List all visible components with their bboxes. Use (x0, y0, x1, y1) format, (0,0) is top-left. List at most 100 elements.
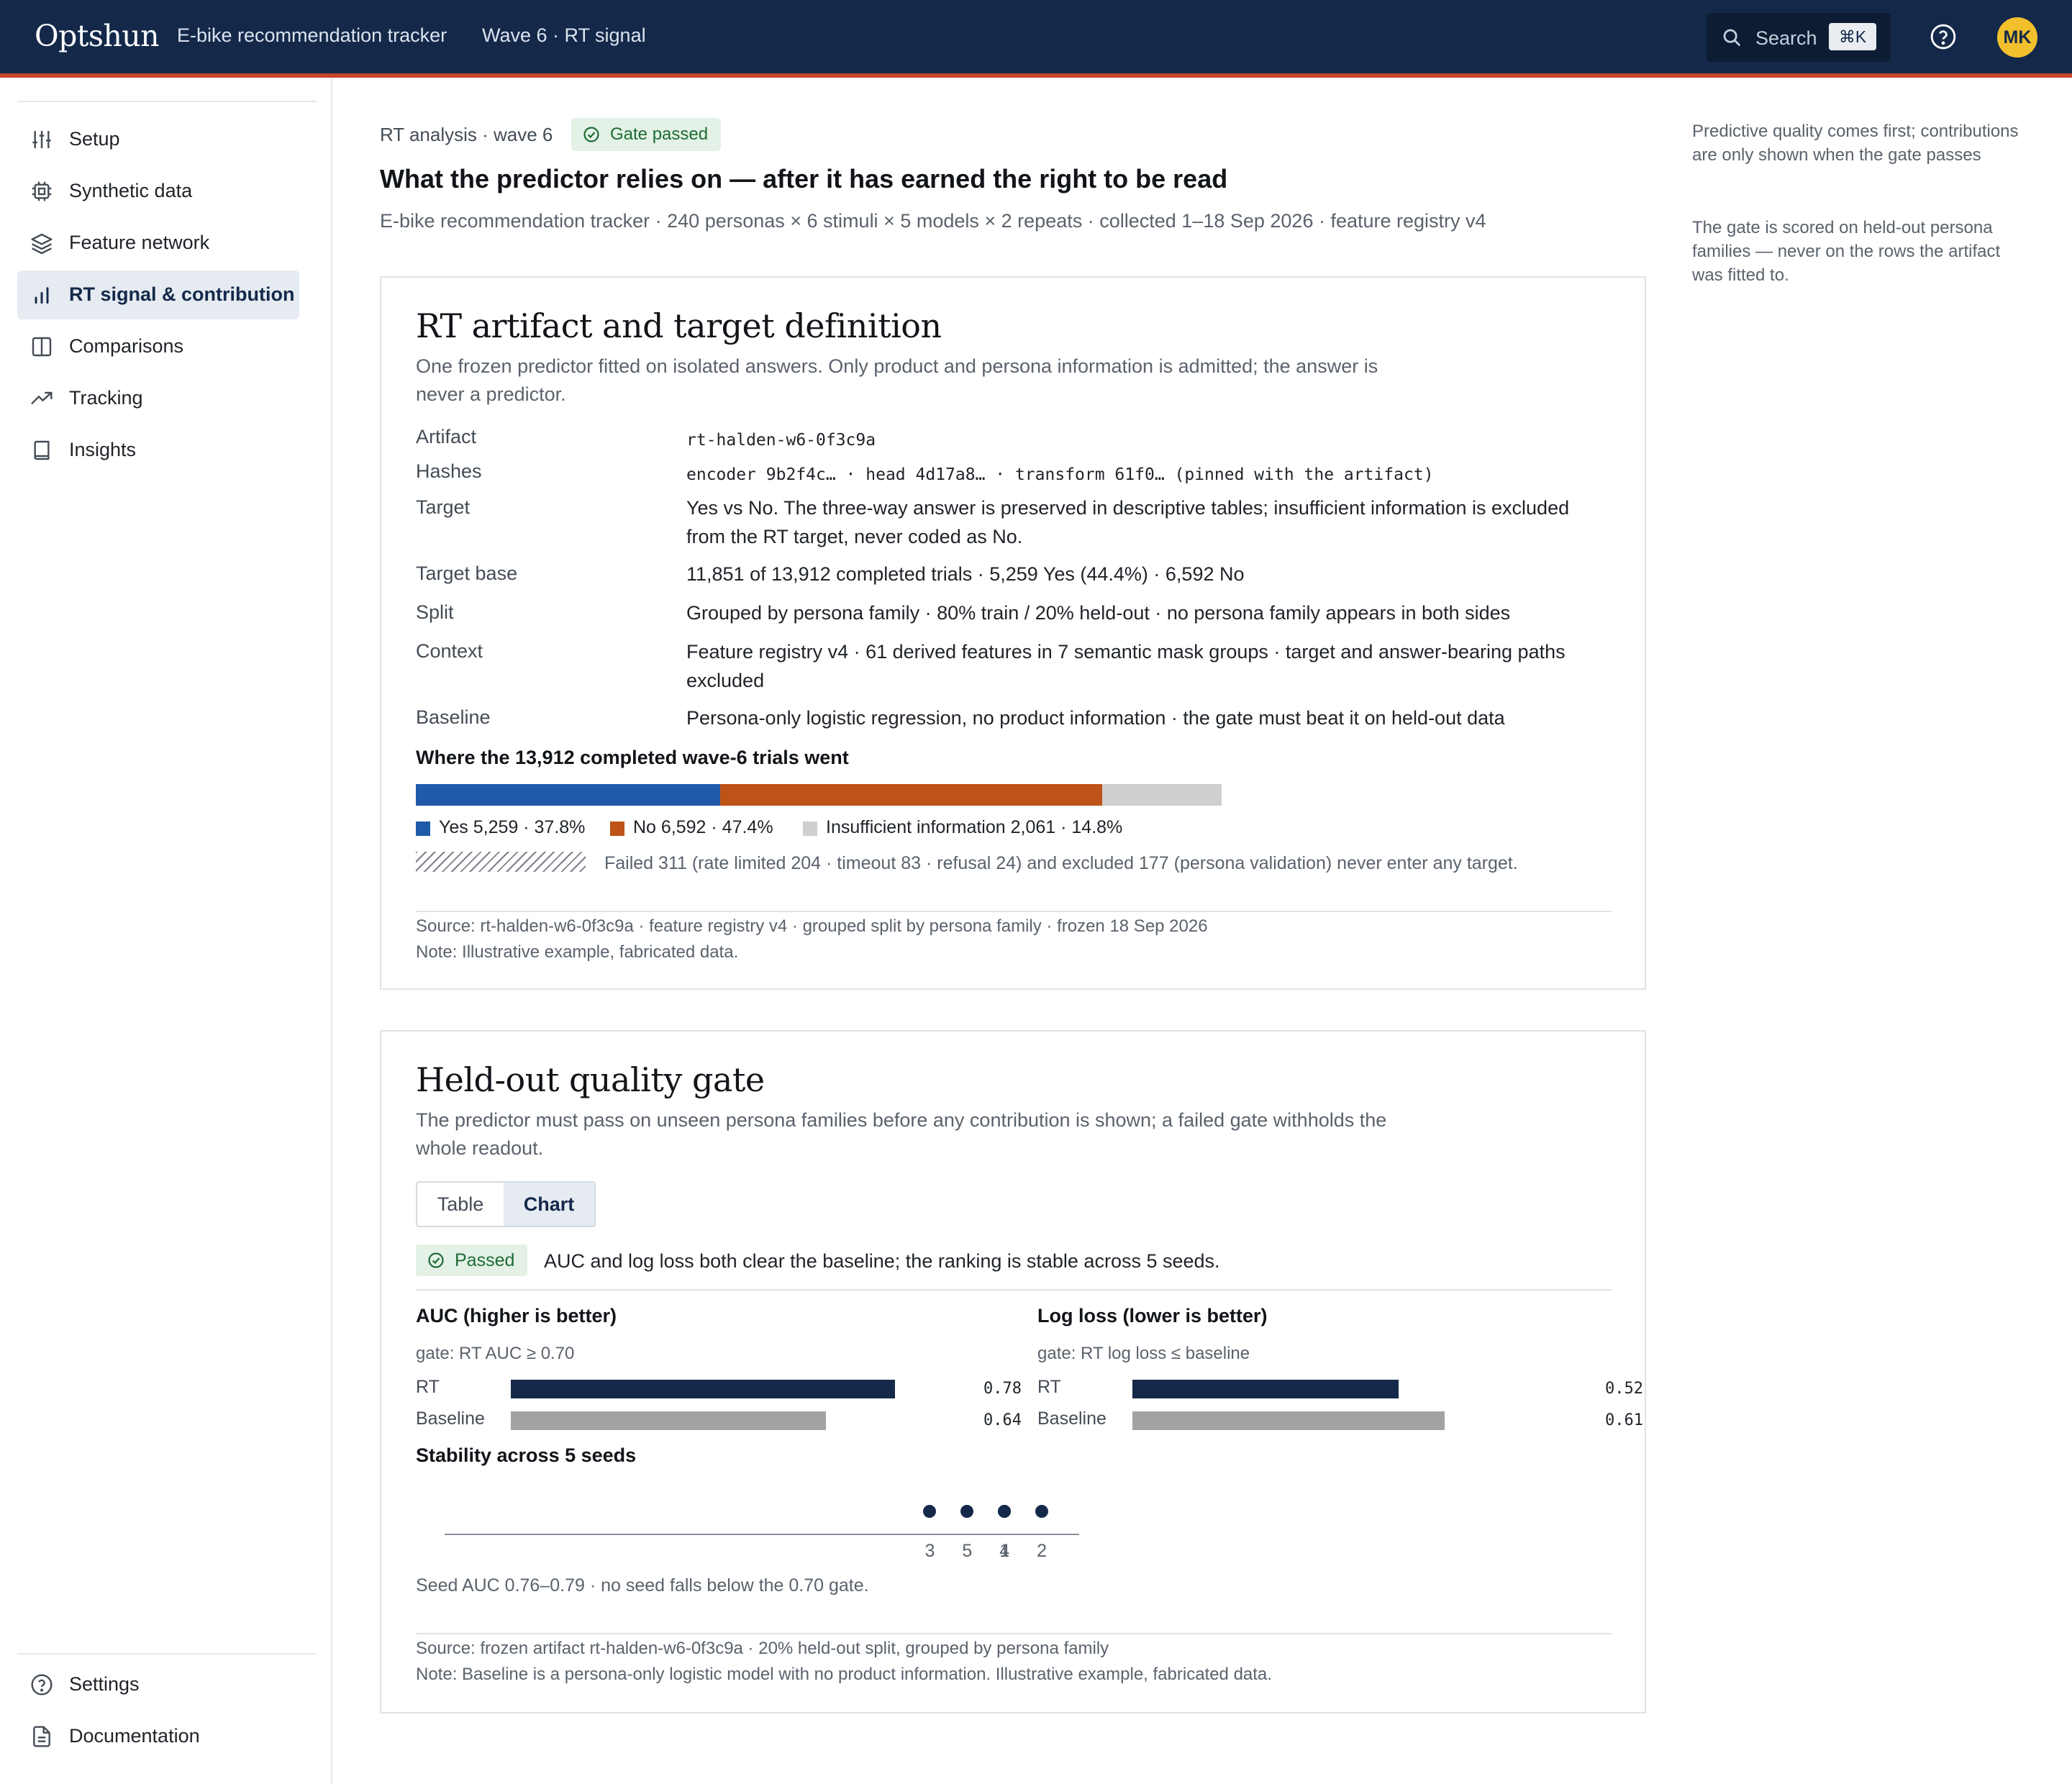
layers-icon (31, 233, 53, 255)
card-source: Source: rt-halden-w6-0f3c9a · feature re… (416, 916, 1208, 936)
check-circle-icon (428, 1252, 444, 1268)
status-badge: Passed (416, 1244, 528, 1276)
tab-chart[interactable]: Chart (504, 1183, 594, 1226)
sidebar-item-rt-signal[interactable]: RT signal & contribution (17, 270, 299, 319)
help-circle-icon (31, 1674, 53, 1696)
definition-value: encoder 9b2f4c… · head 4d17a8… · transfo… (686, 465, 1434, 484)
aside-note: Predictive quality comes first; contribu… (1692, 122, 2019, 165)
stability-axis (445, 1534, 1079, 1535)
card-divider (416, 911, 1612, 912)
definition-term: Split (416, 601, 454, 623)
stability-note: Seed AUC 0.76–0.79 · no seed falls below… (416, 1575, 869, 1596)
bar-value-label: 0.64 (983, 1411, 1022, 1429)
auc-bar-rt (511, 1380, 895, 1398)
stability-heading: Stability across 5 seeds (416, 1444, 637, 1466)
sidebar-item-feature-network[interactable]: Feature network (17, 219, 299, 268)
search-label: Search (1755, 27, 1817, 49)
sidebar-item-label: Setup (69, 128, 120, 150)
distribution-heading: Where the 13,912 completed wave-6 trials… (416, 747, 849, 768)
sidebar-item-insights[interactable]: Insights (17, 426, 299, 475)
logloss-chart-gate: gate: RT log loss ≤ baseline (1037, 1344, 1250, 1363)
sidebar-item-comparisons[interactable]: Comparisons (17, 322, 299, 371)
status-text: AUC and log loss both clear the baseline… (544, 1250, 1220, 1272)
distribution-segment-yes (416, 784, 721, 806)
sidebar-item-settings[interactable]: Settings (17, 1660, 299, 1709)
bar-chart-icon (35, 287, 49, 304)
card-title: Held-out quality gate (416, 1060, 765, 1099)
distribution-bar (416, 784, 1222, 806)
definition-value: 11,851 of 13,912 completed trials · 5,25… (686, 563, 1245, 585)
definition-term: Target (416, 496, 471, 518)
seed-label: 3 (924, 1541, 935, 1561)
auc-chart-title: AUC (higher is better) (416, 1305, 617, 1326)
distribution-segment-no (720, 784, 1103, 806)
sidebar-divider (17, 1653, 317, 1655)
brand-logo[interactable]: Optshun (35, 19, 160, 53)
document-icon (33, 1726, 50, 1747)
bar-category-label: RT (416, 1377, 440, 1397)
definition-value: rt-halden-w6-0f3c9a (686, 431, 876, 450)
definition-value: Persona-only logistic regression, no pro… (686, 707, 1505, 729)
logloss-chart-title: Log loss (lower is better) (1037, 1305, 1268, 1326)
distribution-segment-insufficient (1102, 784, 1222, 806)
legend-swatch-no (610, 822, 624, 836)
sidebar-item-label: Settings (69, 1673, 140, 1695)
sidebar-item-label: RT signal & contribution (69, 283, 295, 305)
trend-icon (31, 391, 53, 404)
bar-category-label: RT (1037, 1377, 1061, 1397)
breadcrumb-project[interactable]: E-bike recommendation tracker (177, 24, 447, 46)
definition-value: Grouped by persona family · 80% train / … (686, 602, 1511, 624)
auc-bar-baseline (511, 1411, 827, 1430)
search-icon (1723, 29, 1741, 47)
definition-value: Yes vs No. The three-way answer is prese… (686, 497, 1570, 547)
sidebar-divider (17, 101, 317, 102)
artifact-card: RT artifact and target definition One fr… (380, 276, 1646, 990)
status-badge-label: Passed (455, 1250, 515, 1270)
card-divider (416, 1633, 1612, 1634)
sidebar-item-label: Feature network (69, 232, 210, 253)
definition-term: Context (416, 640, 483, 662)
definition-term: Artifact (416, 426, 477, 447)
sidebar: Setup Synthetic data Feature network RT … (0, 78, 332, 1784)
help-icon[interactable] (1930, 23, 1957, 50)
card-note: Note: Baseline is a persona-only logisti… (416, 1665, 1272, 1684)
gate-status-badge: Gate passed (571, 118, 722, 151)
sidebar-item-label: Synthetic data (69, 180, 193, 201)
bar-value-label: 0.61 (1605, 1411, 1643, 1429)
sidebar-item-documentation[interactable]: Documentation (17, 1712, 299, 1761)
book-icon (34, 440, 50, 460)
tab-table[interactable]: Table (437, 1193, 484, 1215)
user-avatar[interactable]: MK (1997, 17, 2037, 58)
seed-point (960, 1505, 974, 1518)
excluded-hatch (416, 852, 586, 872)
sidebar-item-label: Tracking (69, 387, 143, 409)
aside-note: The gate is scored on held-out persona f… (1692, 218, 2001, 285)
definition-term: Baseline (416, 706, 491, 728)
seed-point (923, 1505, 937, 1518)
seed-point (1035, 1505, 1049, 1518)
bar-category-label: Baseline (416, 1408, 485, 1429)
bar-value-label: 0.78 (983, 1380, 1022, 1398)
failed-note: Failed 311 (rate limited 204 · timeout 8… (604, 853, 1518, 873)
sidebar-item-tracking[interactable]: Tracking (17, 374, 299, 423)
definition-value: Feature registry v4 · 61 derived feature… (686, 641, 1566, 691)
auc-chart-gate: gate: RT AUC ≥ 0.70 (416, 1344, 575, 1363)
sidebar-item-setup[interactable]: Setup (17, 115, 299, 164)
logloss-bar-baseline (1132, 1411, 1445, 1430)
breadcrumb-wave[interactable]: Wave 6 · RT signal (482, 24, 646, 46)
card-divider (416, 1289, 1612, 1291)
sliders-icon (32, 131, 51, 148)
header-accent-line (0, 73, 2072, 78)
card-intro: One frozen predictor fitted on isolated … (416, 355, 1378, 405)
card-title: RT artifact and target definition (416, 306, 942, 345)
page-subtitle: E-bike recommendation tracker · 240 pers… (380, 210, 1486, 232)
check-circle-icon (583, 127, 599, 142)
card-source: Source: frozen artifact rt-halden-w6-0f3… (416, 1639, 1109, 1658)
legend-label-no: No 6,592 · 47.4% (633, 817, 773, 837)
seed-label: 1 (999, 1541, 1010, 1561)
search-button[interactable]: Search ⌘K (1707, 13, 1891, 62)
chip-icon (32, 181, 52, 201)
sidebar-item-synthetic-data[interactable]: Synthetic data (17, 167, 299, 216)
quality-gate-card: Held-out quality gate The predictor must… (380, 1030, 1646, 1714)
seed-label: 4 (999, 1541, 1010, 1561)
